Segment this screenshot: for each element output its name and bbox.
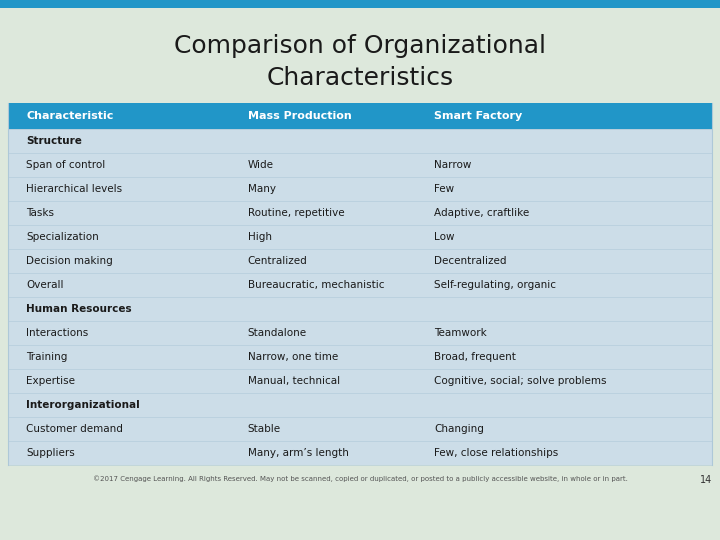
Text: Customer demand: Customer demand bbox=[26, 424, 123, 434]
Text: Bureaucratic, mechanistic: Bureaucratic, mechanistic bbox=[248, 280, 384, 290]
Text: Overall: Overall bbox=[26, 280, 63, 290]
Text: Routine, repetitive: Routine, repetitive bbox=[248, 208, 344, 218]
Text: Characteristics: Characteristics bbox=[266, 66, 454, 90]
Text: Interactions: Interactions bbox=[26, 328, 89, 338]
Text: Hierarchical levels: Hierarchical levels bbox=[26, 184, 122, 194]
Text: Few, close relationships: Few, close relationships bbox=[434, 448, 559, 458]
Bar bbox=[8, 103, 712, 129]
Text: Few: Few bbox=[434, 184, 454, 194]
Text: Narrow, one time: Narrow, one time bbox=[248, 352, 338, 362]
Text: Many, arm’s length: Many, arm’s length bbox=[248, 448, 348, 458]
Text: Decentralized: Decentralized bbox=[434, 256, 507, 266]
Text: Span of control: Span of control bbox=[26, 160, 105, 170]
Text: Narrow: Narrow bbox=[434, 160, 472, 170]
Text: Human Resources: Human Resources bbox=[26, 304, 132, 314]
Text: Smart Factory: Smart Factory bbox=[434, 111, 523, 121]
Text: Teamwork: Teamwork bbox=[434, 328, 487, 338]
Text: Many: Many bbox=[248, 184, 276, 194]
Text: Decision making: Decision making bbox=[26, 256, 113, 266]
Text: Comparison of Organizational: Comparison of Organizational bbox=[174, 34, 546, 58]
Text: Mass Production: Mass Production bbox=[248, 111, 351, 121]
Text: Interorganizational: Interorganizational bbox=[26, 400, 140, 410]
Text: High: High bbox=[248, 232, 272, 242]
Text: Suppliers: Suppliers bbox=[26, 448, 75, 458]
Text: ©2017 Cengage Learning. All Rights Reserved. May not be scanned, copied or dupli: ©2017 Cengage Learning. All Rights Reser… bbox=[93, 475, 627, 482]
Bar bbox=[8, 103, 712, 465]
Text: Specialization: Specialization bbox=[26, 232, 99, 242]
Text: Expertise: Expertise bbox=[26, 376, 75, 386]
Text: Characteristic: Characteristic bbox=[26, 111, 114, 121]
Text: Cognitive, social; solve problems: Cognitive, social; solve problems bbox=[434, 376, 607, 386]
Text: Structure: Structure bbox=[26, 136, 82, 146]
Text: Stable: Stable bbox=[248, 424, 281, 434]
Text: Changing: Changing bbox=[434, 424, 485, 434]
Bar bbox=[0, 0, 720, 8]
Text: Training: Training bbox=[26, 352, 68, 362]
Text: Self-regulating, organic: Self-regulating, organic bbox=[434, 280, 557, 290]
Text: Centralized: Centralized bbox=[248, 256, 307, 266]
Text: Tasks: Tasks bbox=[26, 208, 54, 218]
Text: Broad, frequent: Broad, frequent bbox=[434, 352, 516, 362]
Text: Low: Low bbox=[434, 232, 455, 242]
Text: Adaptive, craftlike: Adaptive, craftlike bbox=[434, 208, 530, 218]
Text: Manual, technical: Manual, technical bbox=[248, 376, 340, 386]
Text: Wide: Wide bbox=[248, 160, 274, 170]
Text: 14: 14 bbox=[700, 475, 712, 485]
Text: Standalone: Standalone bbox=[248, 328, 307, 338]
